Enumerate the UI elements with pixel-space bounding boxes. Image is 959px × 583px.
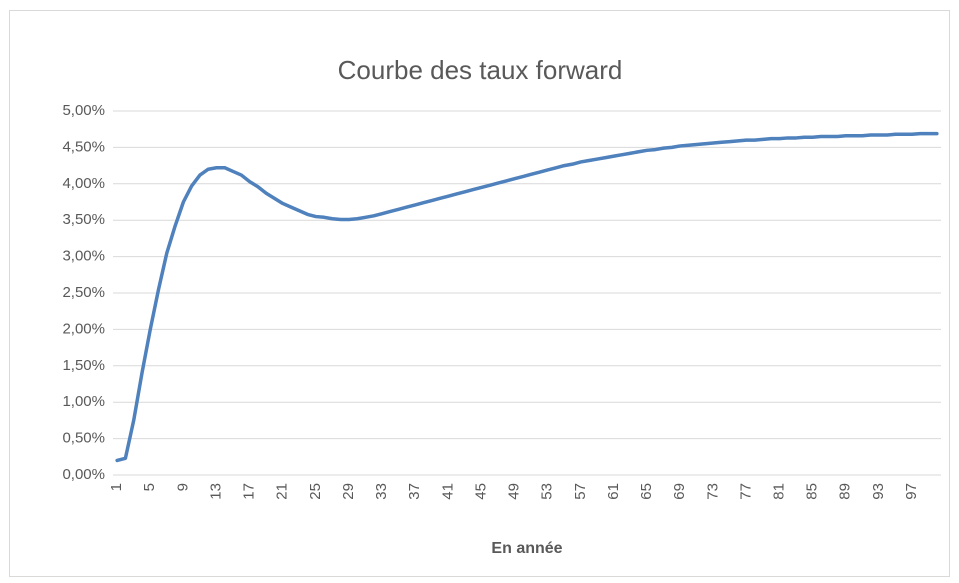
x-tick-label: 25 [307,483,324,500]
x-tick-label: 45 [472,483,489,500]
y-tick-label: 3,50% [62,211,105,228]
y-tick-label: 4,50% [62,138,105,155]
y-tick-label: 0,00% [62,466,105,483]
y-tick-label: 3,00% [62,248,105,265]
y-tick-label: 2,50% [62,284,105,301]
x-tick-label: 41 [439,483,456,500]
x-tick-label: 5 [141,483,158,491]
x-tick-label: 33 [373,483,390,500]
x-tick-label: 13 [207,483,224,500]
x-tick-label: 93 [870,483,887,500]
x-tick-label: 85 [804,483,821,500]
x-tick-label: 53 [539,483,556,500]
x-tick-label: 1 [108,483,125,491]
x-tick-label: 77 [737,483,754,500]
x-tick-label: 73 [704,483,721,500]
x-axis-label: En année [491,540,562,557]
x-tick-label: 69 [671,483,688,500]
y-tick-label: 4,00% [62,175,105,192]
x-tick-label: 37 [406,483,423,500]
y-tick-label: 1,50% [62,357,105,374]
line-series [115,131,939,463]
x-tick-label: 21 [274,483,291,500]
chart-title: Courbe des taux forward [338,55,623,85]
x-tick-label: 57 [572,483,589,500]
x-tick-label: 89 [837,483,854,500]
x-tick-label: 61 [605,483,622,500]
x-tick-label: 97 [903,483,920,500]
y-tick-label: 1,00% [62,393,105,410]
x-tick-label: 81 [771,483,788,500]
x-tick-label: 17 [241,483,258,500]
x-tick-label: 49 [506,483,523,500]
x-tick-label: 65 [638,483,655,500]
x-tick-label: 9 [174,483,191,491]
y-tick-label: 0,50% [62,430,105,447]
y-tick-label: 5,00% [62,102,105,119]
x-tick-label: 29 [340,483,357,500]
y-tick-label: 2,00% [62,320,105,337]
